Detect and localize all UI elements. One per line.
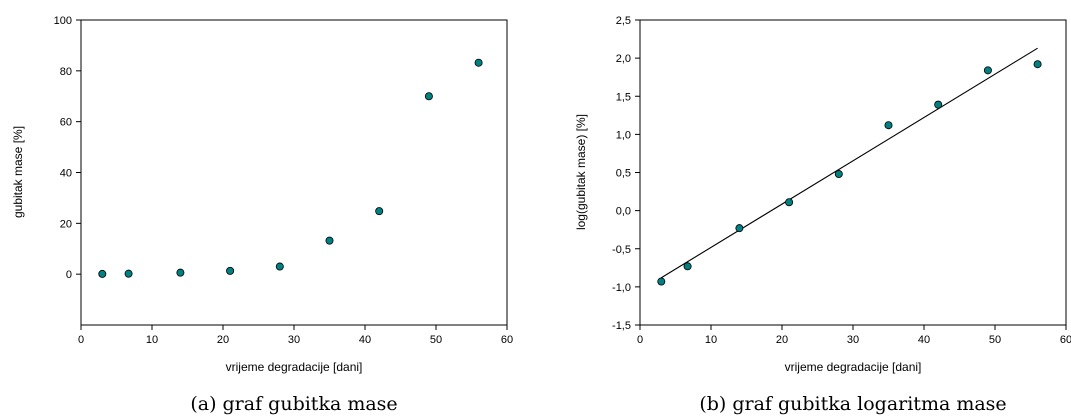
chart-a-ylabel: gubitak mase [%] — [11, 126, 25, 218]
data-point — [785, 198, 794, 207]
x-tick-label: 0 — [637, 334, 643, 346]
data-point — [275, 262, 284, 271]
y-tick-label: 80 — [60, 66, 72, 78]
chart-b-xlabel: vrijeme degradacije [dani] — [785, 360, 922, 374]
x-tick-label: 10 — [146, 334, 158, 346]
data-point — [657, 277, 666, 286]
chart-a-points — [98, 58, 483, 278]
data-point — [683, 262, 692, 271]
data-point — [735, 224, 744, 233]
data-point — [424, 92, 433, 101]
x-tick-label: 0 — [78, 334, 84, 346]
data-point — [983, 66, 992, 75]
x-tick-label: 10 — [705, 334, 717, 346]
chart-a-xlabel: vrijeme degradacije [dani] — [226, 360, 363, 374]
data-point — [124, 269, 133, 278]
y-tick-label: 1,0 — [616, 129, 631, 141]
y-tick-label: -0,5 — [612, 244, 631, 256]
chart-b-caption: (b) graf gubitka logaritma mase — [699, 393, 1006, 415]
data-point — [375, 207, 384, 216]
y-tick-label: 0,0 — [616, 206, 631, 218]
x-tick-label: 40 — [918, 334, 930, 346]
chart-b-points — [657, 60, 1042, 286]
chart-a-ticks: 0 10 20 30 40 50 60 0 20 40 60 80 100 — [54, 15, 513, 346]
y-tick-label: 60 — [60, 117, 72, 129]
y-tick-label: 0,5 — [616, 168, 631, 180]
x-tick-label: 40 — [359, 334, 371, 346]
x-tick-label: 30 — [847, 334, 859, 346]
x-tick-label: 20 — [217, 334, 229, 346]
data-point — [98, 269, 107, 278]
x-tick-label: 20 — [776, 334, 788, 346]
chart-a-caption: (a) graf gubitka mase — [190, 393, 397, 415]
y-tick-label: 0 — [66, 269, 72, 281]
data-point — [176, 268, 185, 277]
data-point — [834, 170, 843, 179]
data-point — [325, 236, 334, 245]
x-tick-label: 60 — [501, 334, 513, 346]
data-point — [884, 121, 893, 130]
data-point — [226, 266, 235, 275]
y-tick-label: 20 — [60, 218, 72, 230]
chart-b-ticks: 0 10 20 30 40 50 60 -1,5 -1,0 -0,5 0,0 0,5 1,0 1,5 2,0… — [612, 15, 1071, 346]
x-tick-label: 50 — [430, 334, 442, 346]
x-tick-label: 30 — [288, 334, 300, 346]
chart-b-frame — [639, 19, 1067, 326]
y-tick-label: 2,0 — [616, 53, 631, 65]
chart-b-ylabel: log(gubitak mase) [%] — [574, 114, 588, 230]
data-point — [1033, 60, 1042, 69]
y-tick-label: 1,5 — [616, 91, 631, 103]
y-tick-label: 40 — [60, 168, 72, 180]
y-tick-label: 100 — [54, 15, 72, 27]
y-tick-label: -1,0 — [612, 282, 631, 294]
x-tick-label: 50 — [989, 334, 1001, 346]
chart-b-fit-line — [661, 47, 1038, 279]
data-point — [934, 100, 943, 109]
x-tick-label: 60 — [1060, 334, 1071, 346]
chart-log-mass-loss: 0 10 20 30 40 50 60 -1,5 -1,0 -0,5 0,0 0,5 1,0 1,5 2,0… — [574, 15, 1071, 415]
y-tick-label: -1,5 — [612, 320, 631, 332]
data-point — [474, 58, 483, 67]
chart-a-frame — [80, 19, 508, 326]
y-tick-label: 2,5 — [616, 15, 631, 27]
chart-mass-loss: 0 10 20 30 40 50 60 0 20 40 60 80 100 vrijeme degrad… — [11, 15, 513, 415]
